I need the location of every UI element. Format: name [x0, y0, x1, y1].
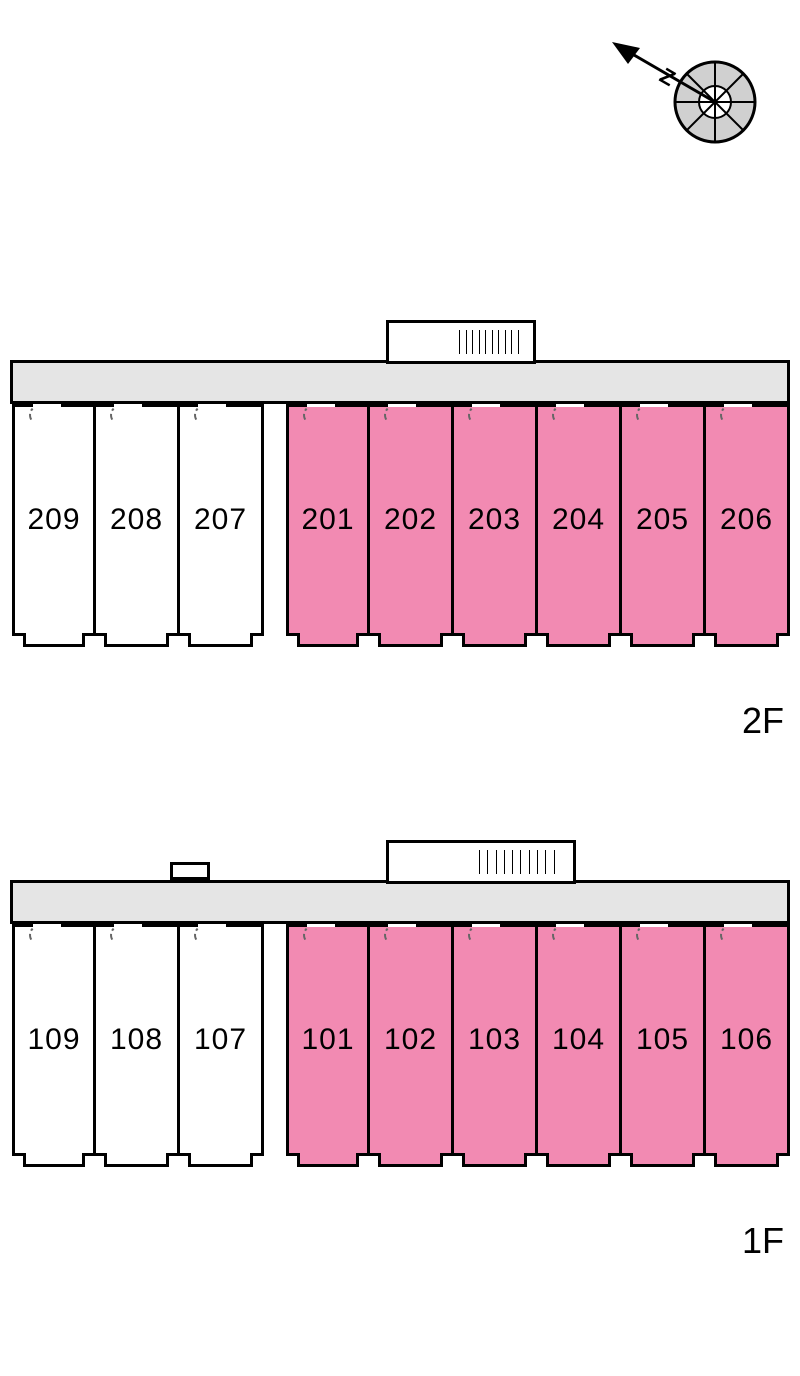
unit-number: 109: [27, 1023, 80, 1057]
unit-number: 202: [384, 503, 437, 537]
unit-108: 108: [96, 924, 180, 1156]
unit-201: 201: [286, 404, 370, 636]
stairs: [386, 840, 576, 884]
unit-group: 201 202 203 204 205 206: [286, 404, 790, 636]
compass-label: Z: [656, 63, 680, 91]
unit-106: 106: [706, 924, 790, 1156]
unit-number: 102: [384, 1023, 437, 1057]
unit-206: 206: [706, 404, 790, 636]
unit-number: 106: [720, 1023, 773, 1057]
unit-number: 105: [636, 1023, 689, 1057]
unit-number: 206: [720, 503, 773, 537]
unit-number: 107: [194, 1023, 247, 1057]
unit-109: 109: [12, 924, 96, 1156]
compass-icon: Z: [610, 30, 770, 165]
unit-102: 102: [370, 924, 454, 1156]
unit-208: 208: [96, 404, 180, 636]
hatch: [170, 862, 210, 880]
unit-107: 107: [180, 924, 264, 1156]
unit-202: 202: [370, 404, 454, 636]
unit-number: 205: [636, 503, 689, 537]
corridor: [10, 880, 790, 924]
unit-203: 203: [454, 404, 538, 636]
unit-number: 209: [27, 503, 80, 537]
unit-number: 104: [552, 1023, 605, 1057]
unit-group: 209 208 207: [12, 404, 264, 636]
unit-number: 108: [110, 1023, 163, 1057]
unit-209: 209: [12, 404, 96, 636]
corridor: [10, 360, 790, 404]
unit-number: 207: [194, 503, 247, 537]
unit-number: 101: [301, 1023, 354, 1057]
floor-label: 1F: [742, 1220, 784, 1262]
floor-label: 2F: [742, 700, 784, 742]
unit-group: 101 102 103 104 105 106: [286, 924, 790, 1156]
unit-207: 207: [180, 404, 264, 636]
unit-105: 105: [622, 924, 706, 1156]
unit-104: 104: [538, 924, 622, 1156]
unit-103: 103: [454, 924, 538, 1156]
unit-205: 205: [622, 404, 706, 636]
unit-number: 103: [468, 1023, 521, 1057]
unit-number: 203: [468, 503, 521, 537]
unit-number: 204: [552, 503, 605, 537]
stairs: [386, 320, 536, 364]
unit-101: 101: [286, 924, 370, 1156]
unit-number: 208: [110, 503, 163, 537]
unit-number: 201: [301, 503, 354, 537]
unit-group: 109 108 107: [12, 924, 264, 1156]
unit-204: 204: [538, 404, 622, 636]
